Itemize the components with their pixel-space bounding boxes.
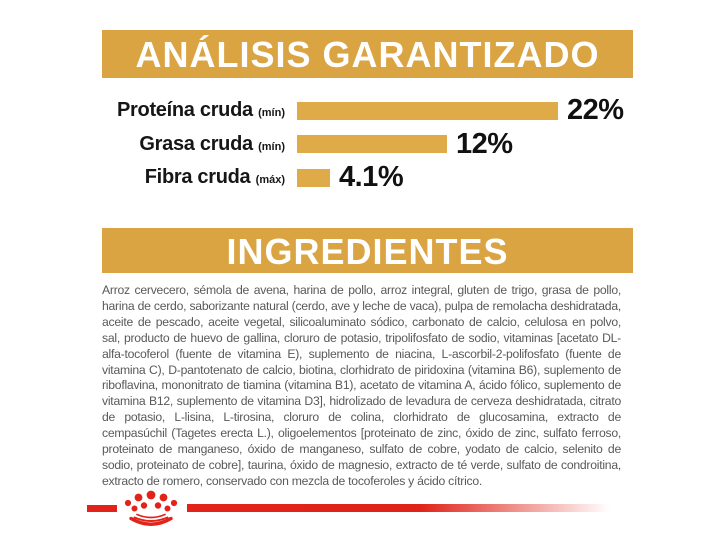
analysis-banner: ANÁLISIS GARANTIZADO: [102, 30, 633, 78]
fat-qualifier: (mín): [258, 140, 285, 153]
protein-bar: [297, 101, 558, 120]
protein-label-text: Proteína cruda: [117, 99, 253, 122]
fat-label-text: Grasa cruda: [139, 132, 253, 155]
fat-label: Grasa cruda (mín): [102, 133, 285, 156]
fiber-label-text: Fibra cruda: [144, 166, 251, 189]
ingredients-title: INGREDIENTES: [226, 230, 509, 272]
ingredients-banner: INGREDIENTES: [102, 228, 633, 273]
royal-canin-crown-icon: [124, 490, 178, 526]
footer-right-rule: [187, 504, 610, 512]
fiber-value: 4.1%: [339, 161, 404, 194]
protein-label: Proteína cruda (mín): [102, 99, 285, 122]
fiber-qualifier: (máx): [255, 174, 285, 187]
fat-value: 12%: [456, 127, 513, 160]
fiber-label: Fibra cruda (máx): [102, 166, 285, 189]
chart-row-fiber: Fibra cruda (máx) 4.1%: [102, 161, 633, 195]
protein-qualifier: (mín): [258, 107, 285, 120]
chart-row-fat: Grasa cruda (mín) 12%: [102, 128, 633, 162]
fiber-bar: [297, 168, 330, 187]
footer-left-rule: [87, 505, 117, 512]
brand-footer: [0, 485, 726, 542]
guaranteed-analysis-chart: Proteína cruda (mín) 22% Grasa cruda (mí…: [102, 94, 633, 195]
chart-row-protein: Proteína cruda (mín) 22%: [102, 94, 633, 128]
ingredients-paragraph: Arroz cervecero, sémola de avena, harina…: [102, 283, 621, 488]
analysis-title: ANÁLISIS GARANTIZADO: [135, 34, 600, 75]
fat-bar: [297, 135, 447, 154]
protein-value: 22%: [567, 94, 624, 127]
